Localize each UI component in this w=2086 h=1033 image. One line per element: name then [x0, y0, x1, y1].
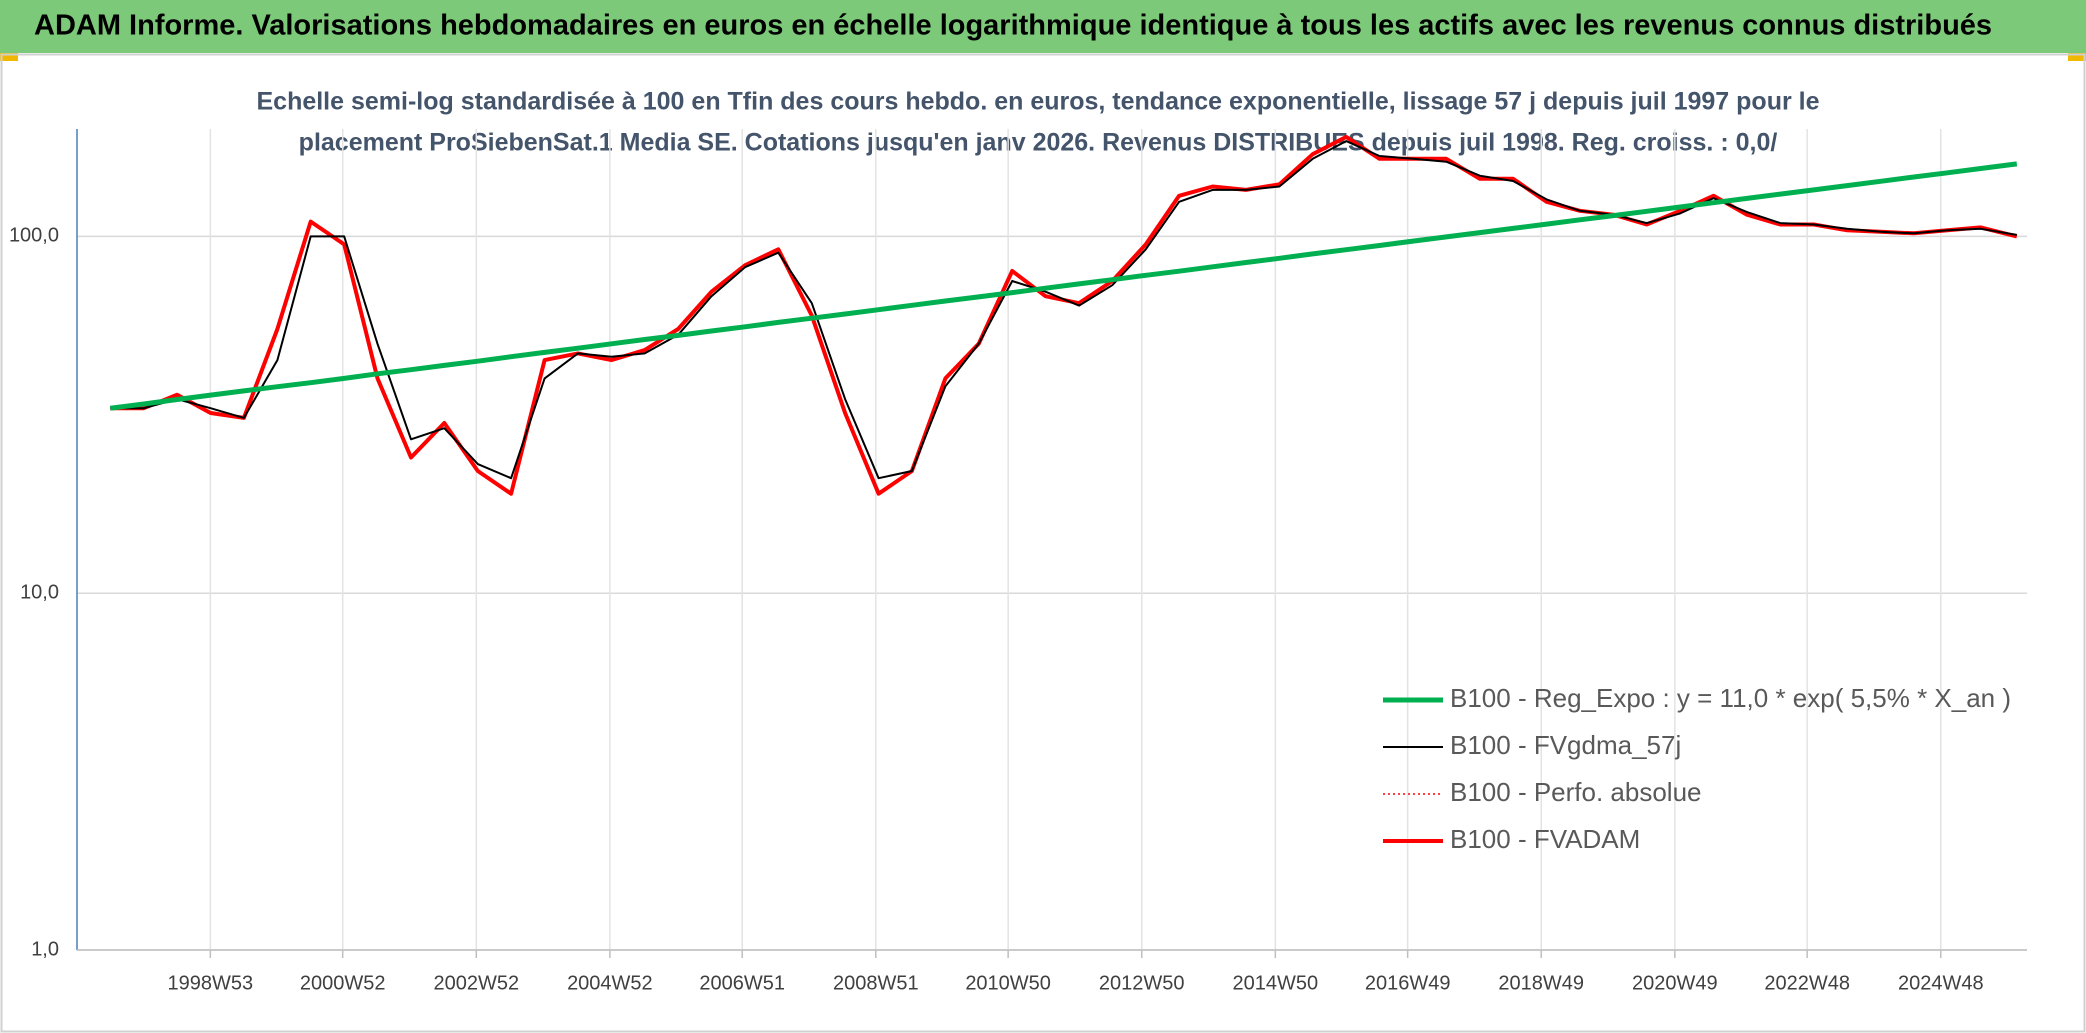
legend-label: B100 - Perfo. absolue [1450, 777, 1702, 807]
y-tick-label: 1,0 [31, 938, 59, 960]
x-tick-label: 2016W49 [1365, 972, 1451, 994]
x-tick-label: 2004W52 [567, 972, 653, 994]
plot-lines [109, 134, 2018, 496]
x-tick-label: 1998W53 [168, 972, 254, 994]
grid [77, 129, 2027, 951]
x-tick-label: 2020W49 [1632, 972, 1718, 994]
x-tick-label: 2018W49 [1498, 972, 1584, 994]
chart-border [0, 53, 2086, 1033]
legend-label: B100 - Reg_Expo : y = 11,0 * exp( 5,5% *… [1450, 683, 2011, 713]
legend-label: B100 - FVADAM [1450, 824, 1640, 854]
y-tick-label: 100,0 [9, 225, 59, 247]
x-tick-label: 2022W48 [1764, 972, 1850, 994]
series-line [109, 161, 2018, 411]
axes: 1,0 10,0 100,0 1998W53 2000W52 2002W52 2004W52… [9, 129, 2027, 994]
x-tick-label: 2006W51 [699, 972, 785, 994]
x-tick-label: 2000W52 [300, 972, 386, 994]
corner-mark [2068, 53, 2086, 61]
x-tick-label: 2002W52 [433, 972, 519, 994]
chart-subtitle: placement ProSiebenSat.1 Media SE. Cotat… [299, 129, 1778, 157]
x-tick-label: 2008W51 [833, 972, 919, 994]
title-bar [0, 0, 2086, 53]
x-tick-label: 2024W48 [1898, 972, 1984, 994]
legend-label: B100 - FVgdma_57j [1450, 730, 1681, 760]
chart-subtitle: Echelle semi-log standardisée à 100 en T… [256, 88, 1819, 116]
x-tick-label: 2014W50 [1233, 972, 1319, 994]
legend: B100 - Reg_Expo : y = 11,0 * exp( 5,5% *… [1383, 683, 2011, 854]
chart-title: ADAM Informe. Valorisations hebdomadaire… [34, 10, 1992, 42]
x-tick-label: 2010W50 [965, 972, 1051, 994]
corner-mark [0, 53, 18, 61]
x-tick-label: 2012W50 [1099, 972, 1185, 994]
y-tick-label: 10,0 [20, 581, 59, 603]
